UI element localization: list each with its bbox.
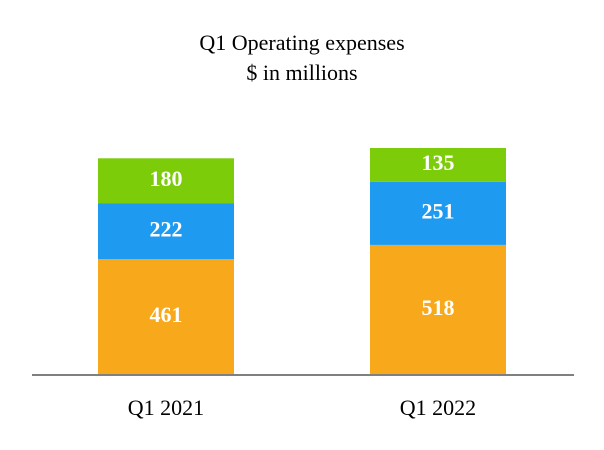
chart-title: Q1 Operating expenses bbox=[199, 30, 404, 55]
bar-segment bbox=[98, 259, 234, 375]
x-tick-label: Q1 2022 bbox=[400, 395, 476, 420]
data-label: 251 bbox=[422, 198, 455, 223]
data-label: 135 bbox=[422, 150, 455, 175]
bar-segment bbox=[98, 158, 234, 204]
bar-segment bbox=[98, 203, 234, 260]
bar-segment bbox=[370, 148, 506, 182]
data-label: 518 bbox=[422, 295, 455, 320]
data-label: 180 bbox=[150, 166, 183, 191]
data-label: 222 bbox=[150, 216, 183, 241]
bar-segment bbox=[370, 181, 506, 245]
chart-subtitle: $ in millions bbox=[246, 60, 357, 85]
data-label: 461 bbox=[150, 302, 183, 327]
x-tick-label: Q1 2021 bbox=[128, 395, 204, 420]
bar-segment bbox=[370, 244, 506, 375]
